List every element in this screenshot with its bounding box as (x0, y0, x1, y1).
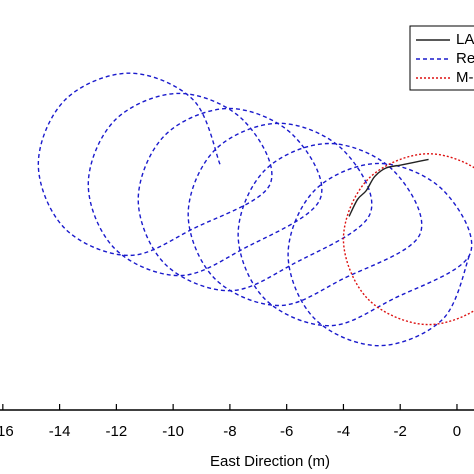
x-tick-label: 0 (453, 423, 461, 440)
x-tick-label: -8 (223, 423, 236, 440)
series-line (348, 158, 429, 217)
plot-area (37, 72, 474, 347)
x-tick-label: -2 (394, 423, 407, 440)
x-tick-label: -16 (0, 423, 14, 440)
x-axis-label: East Direction (m) (210, 453, 330, 470)
x-tick-label: -14 (49, 423, 71, 440)
legend-label: Re (456, 50, 474, 67)
series-line (37, 72, 473, 347)
legend-label: LA (456, 31, 474, 48)
series-line (342, 153, 474, 326)
legend-box (409, 25, 474, 91)
x-tick-label: -12 (106, 423, 128, 440)
legend: LA Re M- (409, 25, 474, 91)
x-tick-label: -4 (337, 423, 350, 440)
legend-label: M- (456, 69, 474, 86)
x-tick-label: -10 (162, 423, 184, 440)
x-tick-label: -6 (280, 423, 293, 440)
